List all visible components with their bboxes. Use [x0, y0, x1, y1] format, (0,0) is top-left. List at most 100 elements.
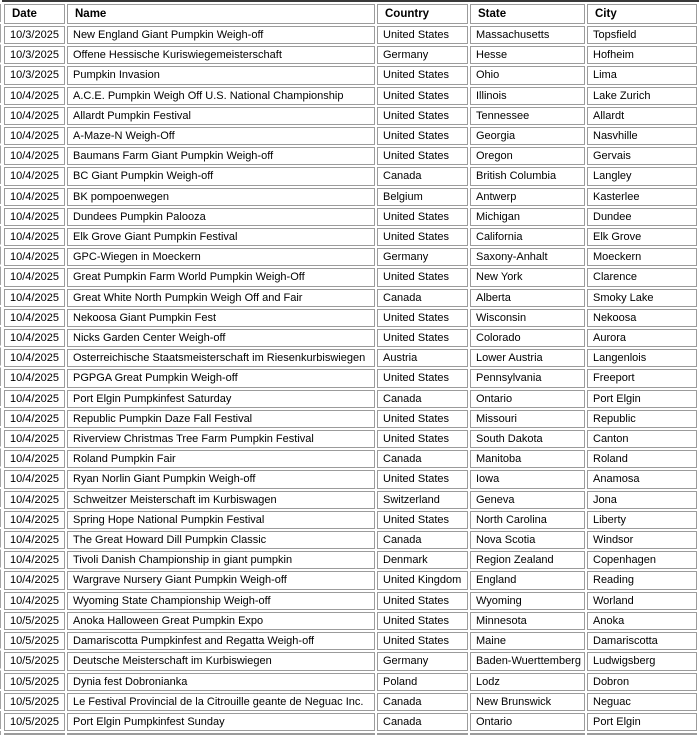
cell-city: Port Elgin — [587, 389, 697, 408]
cell-date: 10/5/2025 — [4, 632, 65, 651]
cell-city: Lima — [587, 66, 697, 85]
cell-state: New Brunswick — [470, 692, 585, 711]
table-row: 10/3/2025 New England Giant Pumpkin Weigh… — [4, 26, 697, 45]
cell-name: BC Giant Pumpkin Weigh-off — [67, 167, 375, 186]
cell-country: United States — [377, 329, 468, 348]
cell-state: Missouri — [470, 409, 585, 429]
table-row: 10/4/2025 Great White North Pumpkin Weigh… — [4, 288, 697, 307]
cell-country: Canada — [377, 167, 468, 186]
cell-date: 10/5/2025 — [4, 611, 65, 631]
cell-city: Langenlois — [587, 349, 697, 368]
cell-city: Moeckern — [587, 248, 697, 267]
table-row: 10/4/2025 Spring Hope National Pumpkin Fe… — [4, 510, 697, 530]
cell-city: Anamosa — [587, 470, 697, 489]
cell-date: 10/4/2025 — [4, 308, 65, 328]
cell-name: Port Elgin Pumpkinfest Sunday — [67, 712, 375, 732]
cell-city: Republic — [587, 409, 697, 429]
table-row: 10/4/2025 Great Pumpkin Farm World Pumpki… — [4, 268, 697, 287]
cell-city: Aurora — [587, 329, 697, 348]
cell-country: United States — [377, 308, 468, 328]
cell-date: 10/4/2025 — [4, 329, 65, 348]
table-row: 10/4/2025 Nicks Garden Center Weigh-off Un… — [4, 329, 697, 348]
table-row: 10/4/2025 Republic Pumpkin Daze Fall Fest… — [4, 409, 697, 429]
cell-city: Ludwigsberg — [587, 652, 697, 671]
cell-date: 10/4/2025 — [4, 470, 65, 489]
cell-date: 10/4/2025 — [4, 430, 65, 449]
table-row: 10/4/2025 Port Elgin Pumpkinfest Saturday… — [4, 389, 697, 408]
table-row: 10/4/2025 Schweitzer Meisterschaft im Kur… — [4, 490, 697, 509]
cell-name: Republic Pumpkin Daze Fall Festival — [67, 409, 375, 429]
cell-state: Antwerp — [470, 187, 585, 206]
cell-state: California — [470, 228, 585, 247]
table-row: 10/4/2025 Wargrave Nursery Giant Pumpkin … — [4, 571, 697, 590]
cell-name: Great White North Pumpkin Weigh Off and … — [67, 288, 375, 307]
cell-state: Ohio — [470, 66, 585, 85]
table-row: 10/4/2025 Ryan Norlin Giant Pumpkin Weigh… — [4, 470, 697, 489]
cell-name: Port Elgin Pumpkinfest Saturday — [67, 389, 375, 408]
cell-date: 10/3/2025 — [4, 26, 65, 45]
column-header-state: State — [470, 4, 585, 24]
cell-name: Dundees Pumpkin Palooza — [67, 207, 375, 227]
cell-date: 10/4/2025 — [4, 551, 65, 570]
cell-date: 10/5/2025 — [4, 692, 65, 711]
table-row: 10/4/2025 GPC-Wiegen in Moeckern Germany Sa… — [4, 248, 697, 267]
table-row: 10/4/2025 Allardt Pumpkin Festival United … — [4, 106, 697, 126]
table-header: Date Name Country State City — [4, 4, 697, 24]
cell-name: Osterreichische Staatsmeisterschaft im R… — [67, 349, 375, 368]
cell-city: Nasvhille — [587, 127, 697, 146]
cell-name: Pumpkin Invasion — [67, 66, 375, 85]
cell-country: Canada — [377, 288, 468, 307]
cell-city: Windsor — [587, 531, 697, 550]
cell-name: Wyoming State Championship Weigh-off — [67, 591, 375, 610]
cell-country: United States — [377, 26, 468, 45]
cell-name: Damariscotta Pumpkinfest and Regatta Wei… — [67, 632, 375, 651]
cell-state: Baden-Wuerttemberg — [470, 652, 585, 671]
cell-date: 10/4/2025 — [4, 531, 65, 550]
cell-state: Wyoming — [470, 591, 585, 610]
table-row: 10/5/2025 Le Festival Provincial de la Ci… — [4, 692, 697, 711]
cell-country: Canada — [377, 389, 468, 408]
cell-date: 10/4/2025 — [4, 228, 65, 247]
cell-name: Riverview Christmas Tree Farm Pumpkin Fe… — [67, 430, 375, 449]
table-row: 10/4/2025 The Great Howard Dill Pumpkin C… — [4, 531, 697, 550]
cell-city: Elk Grove — [587, 228, 697, 247]
cell-country: Austria — [377, 349, 468, 368]
table-row: 10/5/2025 Anoka Halloween Great Pumpkin E… — [4, 611, 697, 631]
table-row: 10/4/2025 BC Giant Pumpkin Weigh-off Canad… — [4, 167, 697, 186]
cell-state: Pennsylvania — [470, 369, 585, 388]
cell-state: Oregon — [470, 147, 585, 166]
table-row: 10/5/2025 Port Elgin Pumpkinfest Sunday Ca… — [4, 712, 697, 732]
cell-country: Canada — [377, 712, 468, 732]
cell-state: Saxony-Anhalt — [470, 248, 585, 267]
cell-state: New York — [470, 268, 585, 287]
table-row: 10/4/2025 BK pompoenwegen Belgium Antwerp Ka… — [4, 187, 697, 206]
cell-date: 10/3/2025 — [4, 46, 65, 65]
cell-state: Minnesota — [470, 611, 585, 631]
cell-state: Maine — [470, 632, 585, 651]
cell-name: Le Festival Provincial de la Citrouille … — [67, 692, 375, 711]
table-row: 10/4/2025 Wyoming State Championship Weig… — [4, 591, 697, 610]
column-header-date: Date — [4, 4, 65, 24]
cell-date: 10/4/2025 — [4, 127, 65, 146]
cell-date: 10/3/2025 — [4, 66, 65, 85]
cell-country: United States — [377, 268, 468, 287]
table-row: 10/4/2025 PGPGA Great Pumpkin Weigh-off Un… — [4, 369, 697, 388]
table-row: 10/4/2025 Baumans Farm Giant Pumpkin Weig… — [4, 147, 697, 166]
cell-city: Gervais — [587, 147, 697, 166]
column-header-name: Name — [67, 4, 375, 24]
cell-date: 10/4/2025 — [4, 207, 65, 227]
cell-state: Iowa — [470, 470, 585, 489]
cell-city: Langley — [587, 167, 697, 186]
table-row: 10/4/2025 Elk Grove Giant Pumpkin Festiva… — [4, 228, 697, 247]
table-row: 10/4/2025 Riverview Christmas Tree Farm P… — [4, 430, 697, 449]
cell-name: Nicks Garden Center Weigh-off — [67, 329, 375, 348]
column-header-city: City — [587, 4, 697, 24]
cell-date: 10/5/2025 — [4, 672, 65, 691]
cell-name: A.C.E. Pumpkin Weigh Off U.S. National C… — [67, 86, 375, 105]
cell-country: United States — [377, 510, 468, 530]
table-row: 10/5/2025 Dynia fest Dobronianka Poland Lod… — [4, 672, 697, 691]
cell-name: Allardt Pumpkin Festival — [67, 106, 375, 126]
cell-name: Wargrave Nursery Giant Pumpkin Weigh-off — [67, 571, 375, 590]
cell-name: Nekoosa Giant Pumpkin Fest — [67, 308, 375, 328]
cell-date: 10/4/2025 — [4, 389, 65, 408]
